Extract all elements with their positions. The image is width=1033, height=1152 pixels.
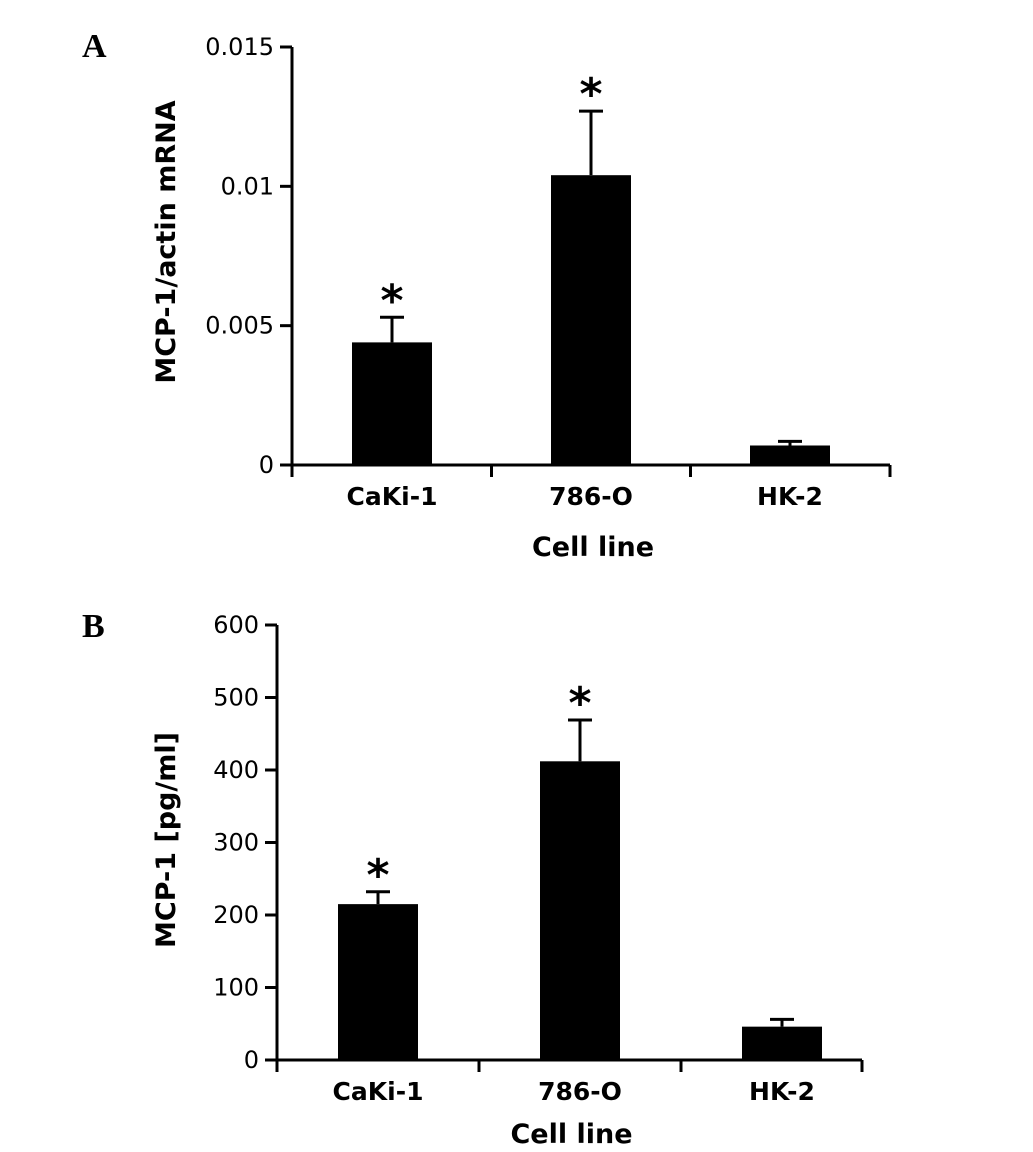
y-tick-label: 0.01 (221, 172, 274, 200)
x-category-label: 786-O (538, 1077, 622, 1106)
panel-a-label: A (82, 28, 107, 65)
y-axis-title: MCP-1 [pg/ml] (151, 732, 182, 948)
x-category-label: CaKi-1 (333, 1077, 424, 1106)
chart-a: 0 0.005 0.01 0.015 * CaKi-1 * 786-O HK-2 Cell lin… (151, 33, 892, 563)
y-axis-title: MCP-1/actin mRNA (151, 100, 182, 383)
y-tick-label: 300 (213, 829, 259, 857)
bar (742, 1026, 822, 1060)
y-tick-label: 500 (213, 684, 259, 712)
x-category-label: CaKi-1 (347, 482, 438, 511)
significance-star: * (579, 69, 602, 120)
y-tick-label: 100 (213, 974, 259, 1002)
x-axis-title: Cell line (510, 1119, 632, 1150)
y-tick-label: 0 (244, 1046, 259, 1074)
x-axis-title: Cell line (532, 532, 654, 563)
y-tick-label: 400 (213, 756, 259, 784)
bar (540, 761, 620, 1060)
significance-star: * (380, 275, 403, 326)
y-tick-label: 600 (213, 611, 259, 639)
x-category-label: HK-2 (749, 1077, 815, 1106)
y-tick-label: 200 (213, 901, 259, 929)
bar (338, 904, 418, 1060)
significance-star: * (568, 678, 591, 729)
x-category-label: 786-O (549, 482, 633, 511)
bar (551, 175, 631, 466)
bar (750, 445, 830, 465)
y-tick-label: 0.015 (205, 33, 274, 61)
y-tick-label: 0.005 (205, 312, 274, 340)
bar (352, 342, 432, 465)
significance-star: * (366, 850, 389, 901)
y-tick-label: 0 (259, 451, 274, 479)
x-category-label: HK-2 (757, 482, 823, 511)
chart-b: 0 100 200 300 400 500 600 * CaKi-1 * 786-O HK-2 Cell… (151, 611, 864, 1150)
panel-b-label: B (82, 608, 105, 645)
